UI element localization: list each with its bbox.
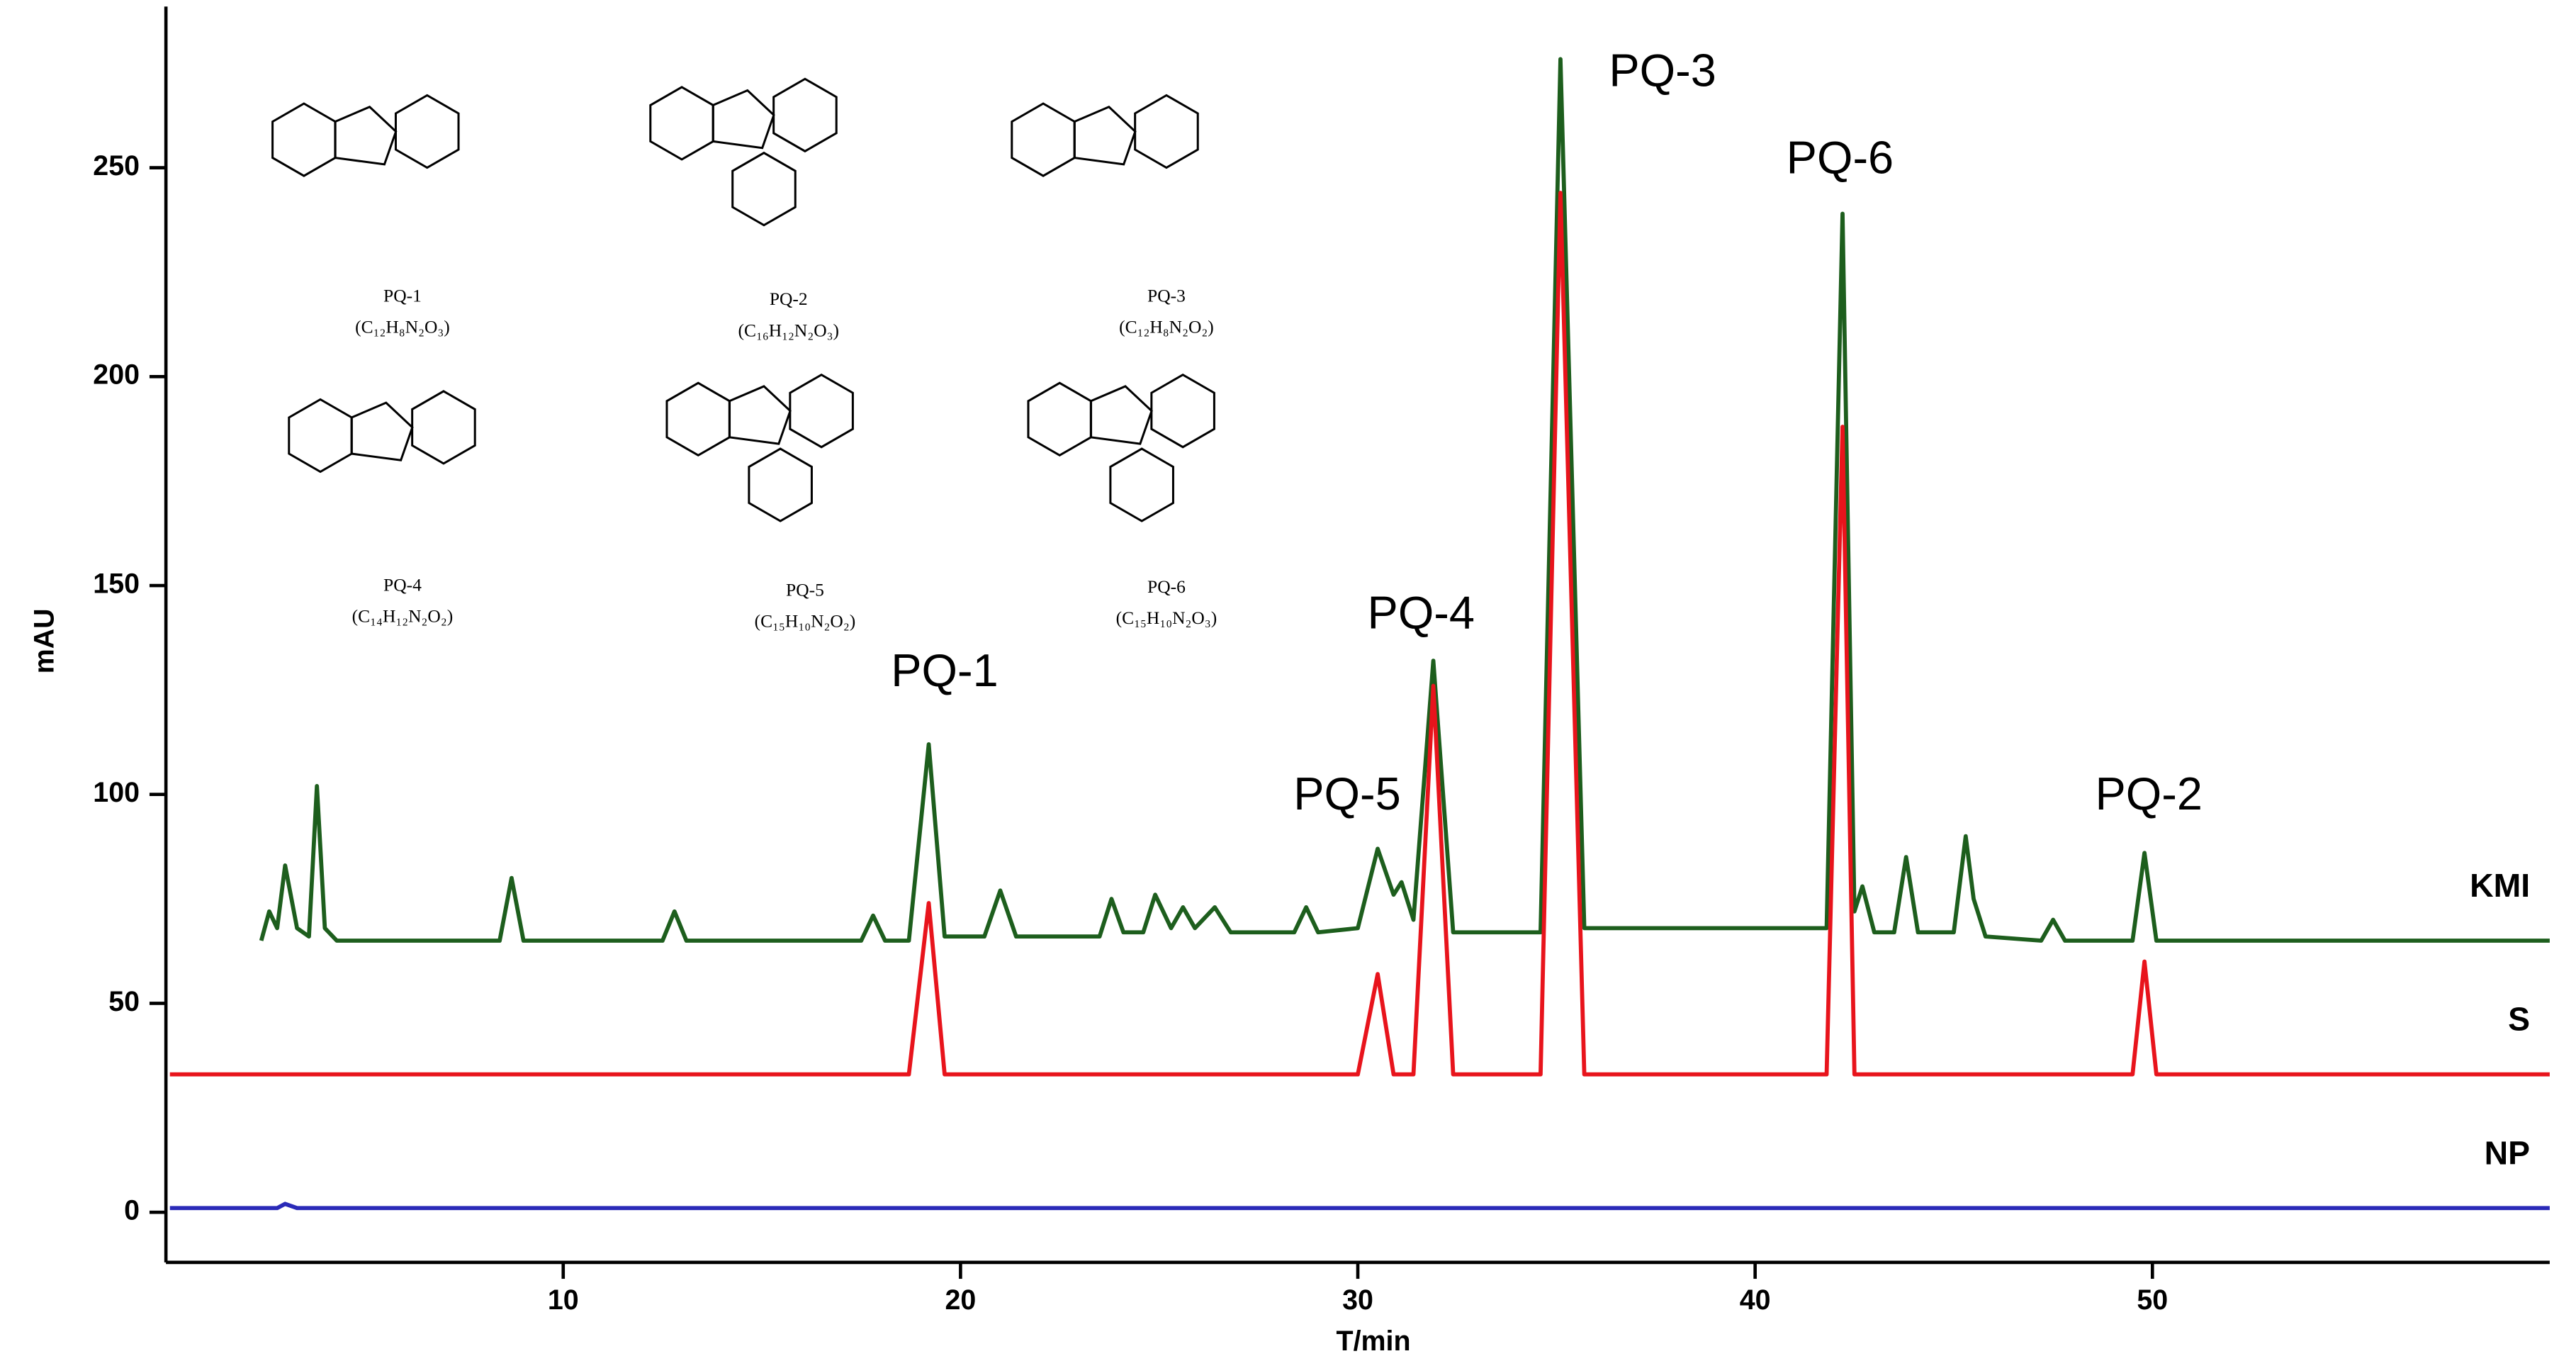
structure-ring [748, 447, 813, 522]
series-label: NP [2485, 1134, 2530, 1171]
structure-ring [411, 390, 476, 465]
structure-name: PQ-1 [383, 286, 422, 306]
structure-ring [271, 102, 337, 177]
series-line [169, 191, 2550, 1077]
structure-name: PQ-6 [1147, 576, 1186, 597]
series-label: KMI [2470, 867, 2530, 904]
structure-formula: (C₁₅H₁₀N₂O₂) [755, 611, 856, 632]
x-tick-label: 20 [945, 1284, 976, 1316]
x-tick-label: 50 [2137, 1284, 2168, 1316]
structure-name: PQ-3 [1147, 286, 1186, 306]
peak-label: PQ-2 [2096, 768, 2203, 819]
structure-ring [772, 77, 838, 153]
x-tick-label: 40 [1740, 1284, 1771, 1316]
series-line [259, 57, 2550, 943]
structure-ring [712, 89, 775, 150]
structure-formula: (C₁₄H₁₂N₂O₂) [352, 606, 454, 627]
structure-ring [394, 94, 460, 169]
series-label: S [2508, 1001, 2530, 1038]
y-axis-label: mAU [28, 608, 60, 673]
structure-ring [1073, 105, 1137, 166]
structure-ring [1109, 447, 1174, 522]
series-line [169, 1202, 2550, 1211]
y-tick-label: 100 [93, 777, 140, 808]
structure-ring [728, 385, 792, 445]
peak-label: PQ-4 [1368, 587, 1475, 639]
peak-label: PQ-3 [1609, 44, 1716, 96]
structure-formula: (C₁₆H₁₂N₂O₃) [738, 320, 839, 340]
structure-ring [789, 373, 854, 449]
structure-ring [350, 401, 414, 461]
x-axis-label: T/min [1337, 1326, 1411, 1357]
peak-label: PQ-5 [1293, 768, 1400, 819]
structure-ring [731, 151, 797, 227]
structure-name: PQ-2 [770, 289, 808, 309]
y-tick-label: 250 [93, 150, 140, 181]
structure-ring [1027, 381, 1093, 457]
structure-name: PQ-4 [383, 575, 422, 595]
y-tick-label: 0 [124, 1195, 140, 1226]
structure-ring [649, 86, 714, 161]
structure-formula: (C₁₂H₈N₂O₂) [1119, 317, 1214, 337]
x-tick-label: 30 [1342, 1284, 1373, 1316]
structure-ring [1150, 373, 1215, 449]
x-tick-label: 10 [548, 1284, 579, 1316]
structure-ring [665, 381, 731, 457]
structure-ring [1089, 385, 1153, 445]
y-tick-label: 50 [108, 986, 140, 1017]
structure-name: PQ-5 [786, 580, 824, 600]
y-tick-label: 150 [93, 568, 140, 599]
structure-formula: (C₁₅H₁₀N₂O₃) [1116, 607, 1217, 628]
y-tick-label: 200 [93, 359, 140, 391]
structure-ring [334, 105, 398, 166]
structure-formula: (C₁₂H₈N₂O₃) [355, 317, 450, 337]
structure-ring [288, 398, 353, 474]
structure-ring [1011, 102, 1076, 177]
peak-label: PQ-1 [891, 644, 998, 696]
structure-ring [1134, 94, 1199, 169]
peak-label: PQ-6 [1787, 131, 1894, 183]
